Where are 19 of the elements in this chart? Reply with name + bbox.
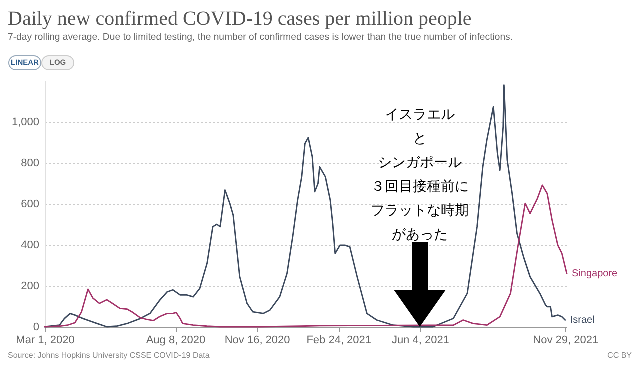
chart-subtitle: 7-day rolling average. Due to limited testing, the number of confirmed cases is lower than the true number of infections. xyxy=(8,32,513,43)
x-tick-label: Nov 29, 2021 xyxy=(533,334,599,346)
y-tick-label: 400 xyxy=(21,240,40,252)
y-tick-label: 1,000 xyxy=(12,116,40,128)
x-tick-label: Jun 4, 2021 xyxy=(392,334,450,346)
y-tick-label: 200 xyxy=(21,280,40,292)
y-tick-label: 600 xyxy=(21,198,40,210)
series-label: Israel xyxy=(570,315,595,326)
text: CC BY xyxy=(608,351,633,360)
source-note: Source: Johns Hopkins University CSSE COVID-19 Data xyxy=(8,351,210,360)
x-tick-label: Feb 24, 2021 xyxy=(306,334,372,346)
y-tick-label: 0 xyxy=(33,322,40,334)
x-tick-label: Nov 16, 2020 xyxy=(224,334,290,346)
x-tick-label: Aug 8, 2020 xyxy=(146,334,206,346)
chart-title: Daily new confirmed COVID-19 cases per million people xyxy=(8,8,472,30)
annotation: イスラエルとシンガポール３回目接種前にフラットな時期があった xyxy=(371,107,469,243)
x-tick-label: Mar 1, 2020 xyxy=(16,334,75,346)
series-label: Singapore xyxy=(572,268,618,280)
y-tick-label: 800 xyxy=(21,158,40,170)
